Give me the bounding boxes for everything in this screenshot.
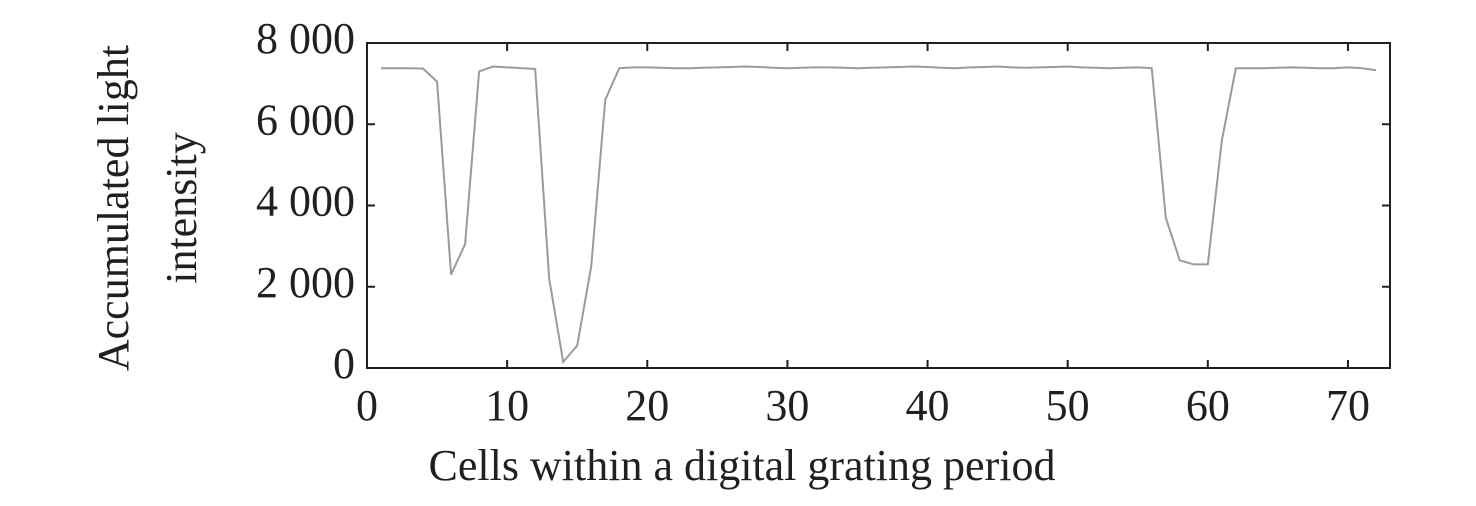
x-tick-label: 70 [1326,381,1370,430]
data-line [381,65,1377,365]
plot-frame [366,42,1391,369]
x-tick-label: 50 [1046,381,1090,430]
x-tick-label: 60 [1186,381,1230,430]
x-tick-label: 30 [765,381,809,430]
x-tick-label: 10 [485,381,529,430]
x-tick-label: 40 [906,381,950,430]
y-axis-label: intensity [157,132,206,284]
y-tick-label: 2 000 [256,258,355,307]
y-tick-label: 8 000 [256,14,355,63]
x-tick-label: 20 [625,381,669,430]
x-axis-label: Cells within a digital grating period [429,441,1056,490]
y-axis-label: Accumulated light [89,45,138,371]
y-tick-label: 0 [333,339,355,388]
x-tick-label: 0 [356,381,378,430]
y-tick-label: 4 000 [256,177,355,226]
y-tick-label: 6 000 [256,95,355,144]
